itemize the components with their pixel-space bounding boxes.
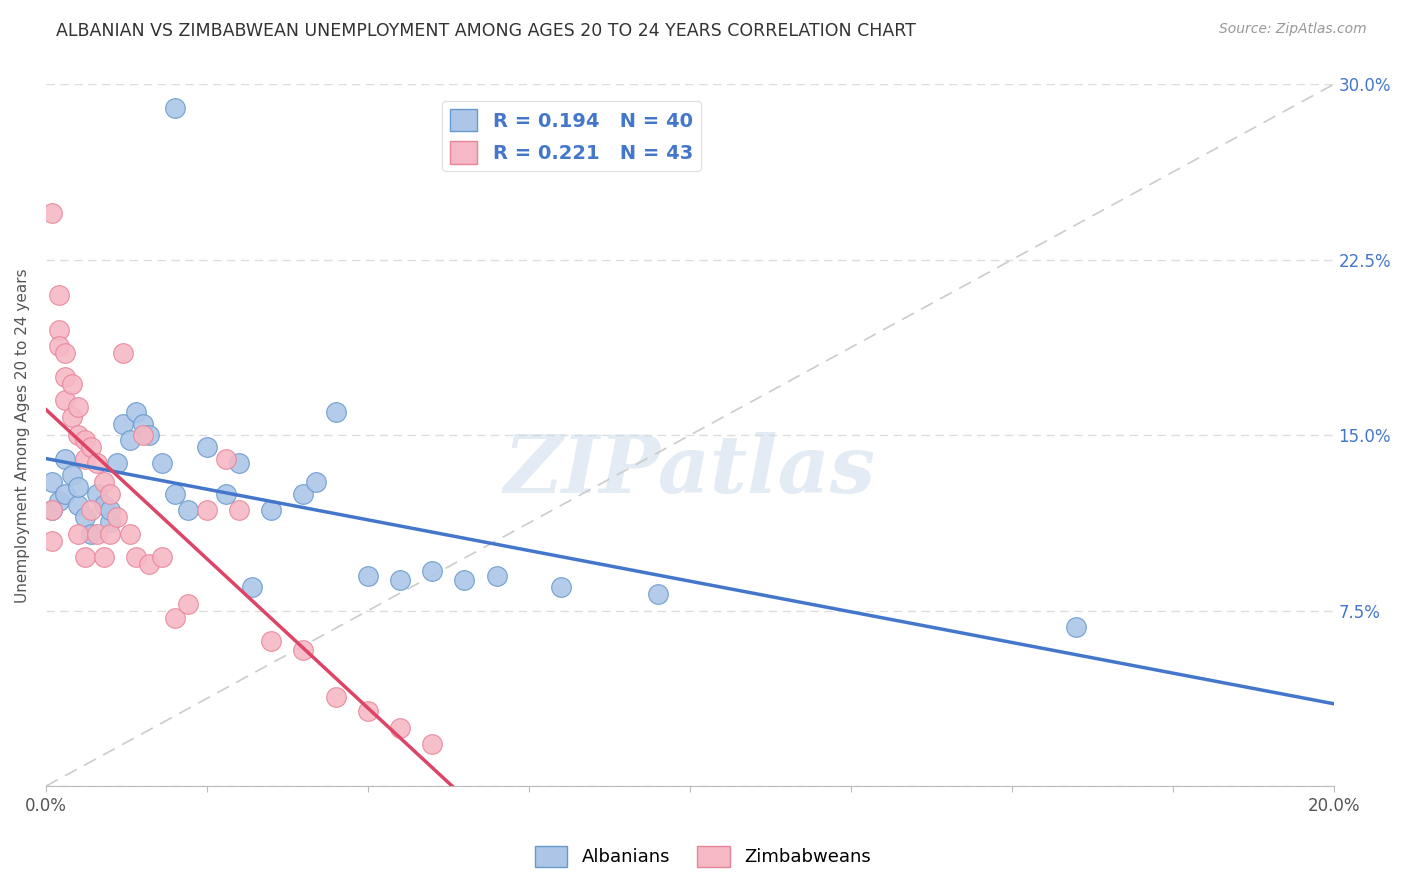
- Point: [53, 346, 76, 360]
- Point: [105, 456, 128, 470]
- Point: [73, 451, 96, 466]
- Point: [86, 526, 108, 541]
- Point: [389, 574, 412, 588]
- Point: [195, 440, 218, 454]
- Point: [215, 451, 238, 466]
- Point: [389, 721, 412, 735]
- Point: [163, 101, 186, 115]
- Point: [67, 428, 90, 442]
- Point: [420, 564, 443, 578]
- Point: [98, 515, 121, 529]
- Point: [48, 288, 70, 302]
- Point: [138, 428, 160, 442]
- Point: [41, 503, 63, 517]
- Point: [550, 580, 572, 594]
- Point: [176, 503, 198, 517]
- Point: [260, 634, 283, 648]
- Point: [138, 557, 160, 571]
- Point: [41, 206, 63, 220]
- Point: [215, 487, 238, 501]
- Point: [1064, 620, 1087, 634]
- Point: [67, 499, 90, 513]
- Point: [93, 499, 115, 513]
- Point: [60, 468, 83, 483]
- Point: [60, 376, 83, 391]
- Point: [86, 487, 108, 501]
- Point: [93, 475, 115, 489]
- Point: [86, 456, 108, 470]
- Point: [420, 737, 443, 751]
- Point: [195, 503, 218, 517]
- Point: [325, 405, 347, 419]
- Point: [260, 503, 283, 517]
- Legend: R = 0.194   N = 40, R = 0.221   N = 43: R = 0.194 N = 40, R = 0.221 N = 43: [441, 101, 700, 171]
- Point: [73, 510, 96, 524]
- Point: [647, 587, 669, 601]
- Point: [41, 475, 63, 489]
- Point: [53, 369, 76, 384]
- Y-axis label: Unemployment Among Ages 20 to 24 years: Unemployment Among Ages 20 to 24 years: [15, 268, 30, 603]
- Point: [98, 526, 121, 541]
- Point: [98, 487, 121, 501]
- Point: [67, 401, 90, 415]
- Text: Source: ZipAtlas.com: Source: ZipAtlas.com: [1219, 22, 1367, 37]
- Point: [105, 510, 128, 524]
- Point: [73, 433, 96, 447]
- Point: [67, 480, 90, 494]
- Point: [176, 597, 198, 611]
- Point: [485, 568, 508, 582]
- Point: [73, 549, 96, 564]
- Point: [48, 493, 70, 508]
- Point: [305, 475, 328, 489]
- Point: [228, 456, 250, 470]
- Point: [80, 440, 103, 454]
- Point: [150, 456, 173, 470]
- Point: [125, 549, 148, 564]
- Point: [80, 526, 103, 541]
- Point: [112, 417, 135, 431]
- Point: [112, 346, 135, 360]
- Point: [357, 568, 380, 582]
- Point: [41, 503, 63, 517]
- Point: [150, 549, 173, 564]
- Point: [93, 549, 115, 564]
- Point: [163, 487, 186, 501]
- Point: [60, 409, 83, 424]
- Point: [163, 611, 186, 625]
- Point: [292, 487, 315, 501]
- Point: [240, 580, 263, 594]
- Point: [131, 428, 153, 442]
- Point: [48, 339, 70, 353]
- Point: [41, 533, 63, 548]
- Text: ZIPatlas: ZIPatlas: [503, 432, 876, 509]
- Point: [53, 451, 76, 466]
- Point: [118, 433, 141, 447]
- Point: [118, 526, 141, 541]
- Point: [228, 503, 250, 517]
- Point: [48, 323, 70, 337]
- Point: [67, 526, 90, 541]
- Point: [80, 503, 103, 517]
- Point: [357, 704, 380, 718]
- Legend: Albanians, Zimbabweans: Albanians, Zimbabweans: [527, 838, 879, 874]
- Point: [325, 690, 347, 705]
- Point: [453, 574, 475, 588]
- Point: [53, 487, 76, 501]
- Point: [98, 503, 121, 517]
- Point: [131, 417, 153, 431]
- Point: [53, 393, 76, 408]
- Point: [292, 643, 315, 657]
- Point: [125, 405, 148, 419]
- Text: ALBANIAN VS ZIMBABWEAN UNEMPLOYMENT AMONG AGES 20 TO 24 YEARS CORRELATION CHART: ALBANIAN VS ZIMBABWEAN UNEMPLOYMENT AMON…: [56, 22, 917, 40]
